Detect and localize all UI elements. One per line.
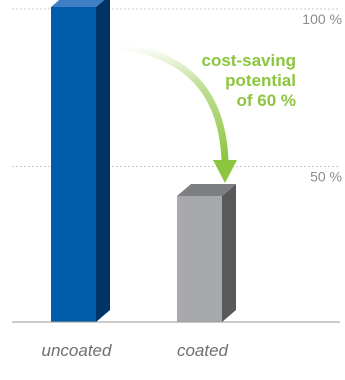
x-axis: uncoated coated [12,321,340,360]
bar-side [222,184,236,322]
y-tick-label: 50 % [310,169,342,185]
y-tick-label: 100 % [302,11,342,27]
annotation-line: of 60 % [236,91,296,110]
bar-top [177,184,236,196]
bars [51,0,236,322]
x-tick-label: uncoated [42,341,112,360]
x-tick-label: coated [177,341,229,360]
arrow-head-icon [213,160,237,183]
bar-front [177,196,222,322]
annotation-line: cost-saving [202,51,296,70]
bar-side [96,0,110,322]
bar-uncoated [51,0,110,322]
bar-coated [177,184,236,322]
curved-arrow [118,42,229,164]
grid-lines: 50 % 100 % [12,8,342,185]
bar-front [51,7,96,322]
annotation-line: potential [225,71,296,90]
bar-top [51,0,105,7]
